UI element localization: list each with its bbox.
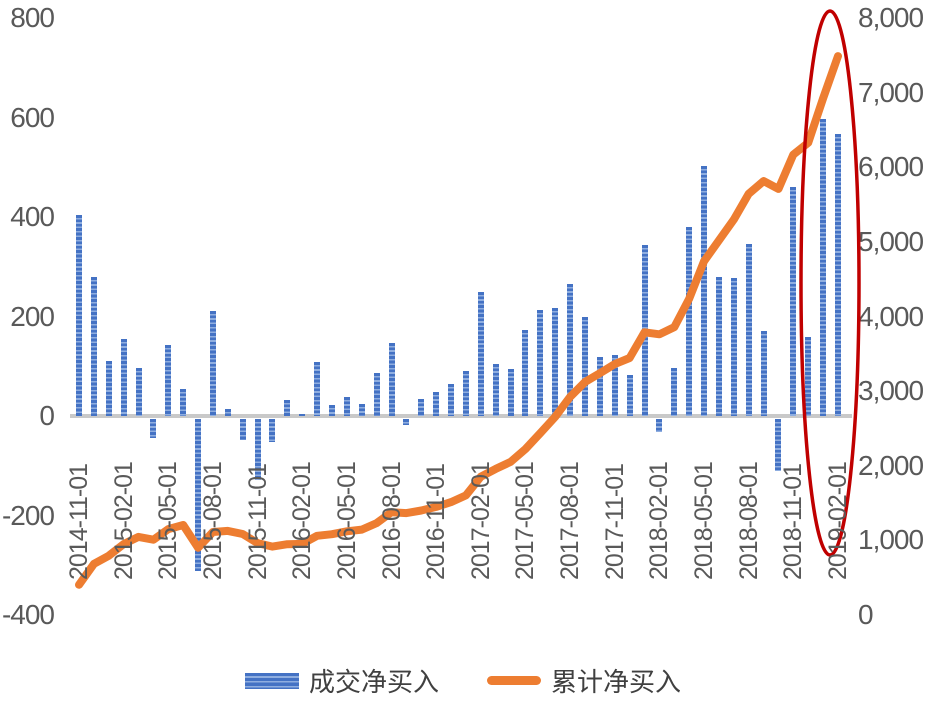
bar	[462, 371, 469, 416]
bar	[834, 134, 841, 416]
bar	[403, 419, 410, 425]
bar	[314, 362, 321, 416]
bar	[715, 276, 722, 416]
bar	[105, 361, 112, 416]
bar	[388, 343, 395, 416]
bar	[790, 187, 797, 416]
bar	[552, 307, 559, 416]
bar	[209, 310, 216, 416]
bar	[90, 276, 97, 416]
bar	[358, 404, 365, 416]
x-axis-tick: 2018-05-01	[690, 462, 719, 580]
legend-item-line: 累计净买入	[487, 662, 681, 699]
x-axis-tick: 2017-08-01	[556, 462, 585, 580]
bar-series-label: 成交净买入	[308, 667, 439, 697]
bar	[224, 408, 231, 416]
x-axis-tick: 2016-08-01	[377, 462, 406, 580]
bar	[507, 369, 514, 416]
x-axis-tick: 2018-02-01	[645, 462, 674, 580]
x-axis-tick: 2015-08-01	[198, 462, 227, 580]
y-axis-right-tick: 8,000	[858, 2, 924, 33]
bar	[180, 388, 187, 416]
legend-item-bars: 成交净买入	[244, 662, 439, 699]
bar	[522, 330, 529, 416]
bar	[76, 214, 82, 416]
line-series-swatch	[487, 676, 541, 685]
bar	[730, 277, 737, 416]
bar	[611, 355, 618, 416]
bar	[120, 338, 127, 416]
line-series-label: 累计净买入	[551, 667, 682, 697]
bar	[418, 398, 425, 416]
bar	[537, 309, 544, 416]
bar	[448, 383, 455, 416]
y-axis-left-tick: -400	[1, 599, 55, 630]
bar	[820, 119, 827, 416]
y-axis-right-tick: 2,000	[858, 449, 924, 481]
y-axis-right-tick: 6,000	[858, 151, 924, 183]
y-axis-right-tick: 7,000	[858, 76, 924, 108]
y-axis-left-tick: 400	[10, 201, 55, 232]
y-axis-left-tick: 600	[10, 101, 55, 133]
x-axis-tick: 2016-05-01	[332, 462, 361, 580]
y-axis-right-tick: 0	[858, 599, 874, 630]
bar	[299, 414, 306, 416]
y-axis-left-tick: -200	[1, 499, 55, 531]
x-axis-tick: 2017-02-01	[466, 462, 495, 580]
y-axis-right-tick: 1,000	[858, 524, 924, 556]
bar	[328, 405, 335, 416]
x-axis-tick: 2014-11-01	[65, 463, 93, 580]
cumulative-line-path	[75, 52, 842, 589]
bar	[745, 243, 752, 416]
bar	[567, 283, 574, 416]
x-axis-tick: 2017-05-01	[511, 462, 540, 580]
bar	[671, 368, 678, 416]
y-axis-right-tick: 4,000	[858, 300, 924, 332]
bar	[135, 367, 142, 416]
bar	[373, 373, 380, 416]
x-axis-tick: 2015-05-01	[154, 462, 183, 580]
y-axis-right-tick: 5,000	[858, 225, 924, 257]
x-axis-tick: 2019-02-01	[823, 462, 852, 580]
bar	[805, 337, 812, 416]
y-axis-right-tick: 3,000	[858, 375, 924, 407]
bar	[343, 397, 350, 416]
bar	[686, 226, 693, 416]
y-axis-left-tick: 800	[10, 2, 55, 33]
y-axis-left-tick: 0	[39, 400, 55, 431]
bar	[596, 357, 603, 416]
x-axis-tick: 2017-11-01	[600, 463, 629, 580]
x-axis-tick: 2018-08-01	[734, 462, 763, 580]
x-axis-tick: 2016-11-01	[422, 463, 451, 580]
bar	[492, 363, 499, 416]
bar	[165, 345, 172, 416]
x-axis-tick: 2015-02-01	[109, 462, 138, 580]
bar	[477, 291, 484, 416]
bar	[760, 331, 767, 416]
bar-series-swatch	[244, 672, 299, 689]
x-axis-tick: 2015-11-01	[243, 463, 272, 580]
x-axis-tick: 2016-02-01	[288, 462, 317, 580]
bar	[284, 400, 291, 416]
y-axis-left-tick: 200	[10, 300, 55, 332]
x-axis-tick: 2018-11-01	[779, 463, 808, 580]
bar	[701, 166, 708, 416]
bar	[433, 392, 440, 416]
bar	[626, 375, 633, 416]
legend: 成交净买入 累计净买入	[0, 662, 926, 699]
bar	[641, 244, 648, 416]
bar	[581, 316, 588, 416]
